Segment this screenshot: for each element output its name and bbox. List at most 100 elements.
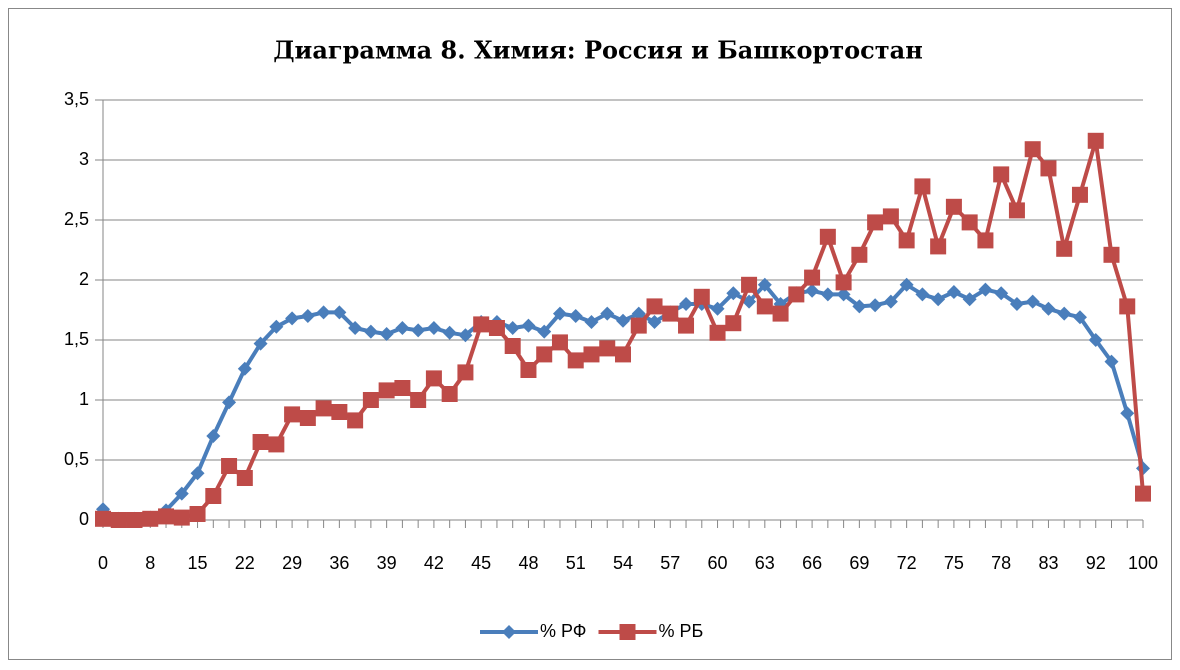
x-tick-label: 60 bbox=[708, 553, 728, 573]
chart-title: Диаграмма 8. Химия: Россия и Башкортоста… bbox=[273, 36, 923, 65]
marker bbox=[1041, 301, 1056, 316]
marker bbox=[1120, 406, 1135, 421]
marker bbox=[332, 305, 347, 320]
marker bbox=[788, 286, 805, 303]
x-tick-label: 69 bbox=[849, 553, 869, 573]
x-tick-label: 54 bbox=[613, 553, 633, 573]
x-tick-label: 22 bbox=[235, 553, 255, 573]
x-tick-label: 29 bbox=[282, 553, 302, 573]
y-tick-label: 1 bbox=[79, 389, 89, 409]
legend-label: % РБ bbox=[659, 621, 704, 641]
marker bbox=[836, 287, 851, 302]
marker bbox=[756, 298, 773, 315]
marker bbox=[615, 346, 631, 363]
marker bbox=[1056, 240, 1073, 257]
marker bbox=[1040, 160, 1057, 177]
marker bbox=[600, 306, 615, 321]
marker bbox=[726, 286, 741, 301]
marker bbox=[173, 509, 190, 526]
marker bbox=[536, 346, 553, 363]
y-tick-label: 1,5 bbox=[64, 329, 89, 349]
marker bbox=[110, 512, 127, 528]
marker bbox=[867, 214, 884, 231]
marker bbox=[599, 340, 616, 357]
x-tick-label: 42 bbox=[424, 553, 444, 573]
marker bbox=[425, 370, 442, 387]
marker bbox=[945, 198, 962, 215]
marker bbox=[1024, 141, 1041, 158]
marker bbox=[504, 338, 521, 354]
marker bbox=[772, 305, 789, 322]
marker bbox=[915, 287, 930, 302]
marker bbox=[931, 292, 946, 307]
marker bbox=[205, 488, 222, 504]
marker bbox=[568, 309, 583, 323]
marker bbox=[189, 506, 206, 522]
legend-marker bbox=[619, 624, 636, 640]
marker bbox=[268, 436, 285, 453]
marker bbox=[898, 232, 915, 249]
marker bbox=[852, 299, 867, 314]
x-tick-label: 48 bbox=[518, 553, 538, 573]
marker bbox=[646, 298, 663, 315]
y-tick-label: 3,5 bbox=[64, 89, 89, 109]
marker bbox=[221, 458, 238, 474]
marker bbox=[1009, 297, 1024, 311]
marker bbox=[725, 315, 742, 332]
marker bbox=[868, 298, 883, 313]
marker bbox=[441, 386, 458, 402]
marker bbox=[757, 277, 772, 292]
marker bbox=[520, 362, 537, 378]
legend-label: % РФ bbox=[540, 621, 587, 641]
marker bbox=[805, 283, 820, 298]
marker bbox=[1087, 132, 1104, 149]
marker bbox=[126, 512, 143, 528]
marker bbox=[851, 246, 868, 263]
marker bbox=[363, 324, 378, 339]
marker bbox=[883, 294, 898, 309]
y-tick-label: 0,5 bbox=[64, 449, 89, 469]
marker bbox=[269, 319, 284, 334]
marker bbox=[819, 228, 836, 245]
marker bbox=[835, 274, 852, 291]
marker bbox=[961, 214, 978, 231]
chart-frame bbox=[8, 8, 1172, 660]
y-tick-label: 3 bbox=[79, 149, 89, 169]
marker bbox=[994, 286, 1009, 301]
marker bbox=[678, 317, 695, 334]
x-tick-label: 57 bbox=[660, 553, 680, 573]
marker bbox=[299, 410, 316, 426]
marker bbox=[362, 392, 379, 408]
marker bbox=[1072, 310, 1087, 325]
marker bbox=[709, 324, 726, 341]
marker bbox=[693, 288, 710, 305]
marker bbox=[552, 306, 567, 321]
x-tick-label: 15 bbox=[188, 553, 208, 573]
legend-marker bbox=[502, 625, 516, 639]
marker bbox=[521, 318, 536, 333]
marker bbox=[993, 166, 1010, 183]
marker bbox=[300, 309, 315, 323]
x-tick-label: 8 bbox=[145, 553, 155, 573]
marker bbox=[1088, 333, 1103, 347]
marker bbox=[820, 287, 835, 302]
marker bbox=[1008, 202, 1025, 219]
y-tick-label: 0 bbox=[79, 509, 89, 529]
marker bbox=[174, 486, 189, 501]
marker bbox=[584, 315, 599, 329]
x-tick-label: 51 bbox=[566, 553, 586, 573]
marker bbox=[457, 364, 474, 381]
x-tick-label: 72 bbox=[897, 553, 917, 573]
x-tick-label: 100 bbox=[1128, 553, 1158, 573]
marker bbox=[741, 276, 758, 293]
marker bbox=[394, 380, 411, 396]
x-tick-label: 63 bbox=[755, 553, 775, 573]
marker bbox=[1025, 294, 1040, 309]
marker bbox=[631, 306, 646, 321]
marker bbox=[347, 412, 364, 429]
marker bbox=[442, 325, 457, 340]
marker bbox=[410, 392, 427, 408]
marker bbox=[206, 429, 221, 443]
x-tick-label: 0 bbox=[98, 553, 108, 573]
